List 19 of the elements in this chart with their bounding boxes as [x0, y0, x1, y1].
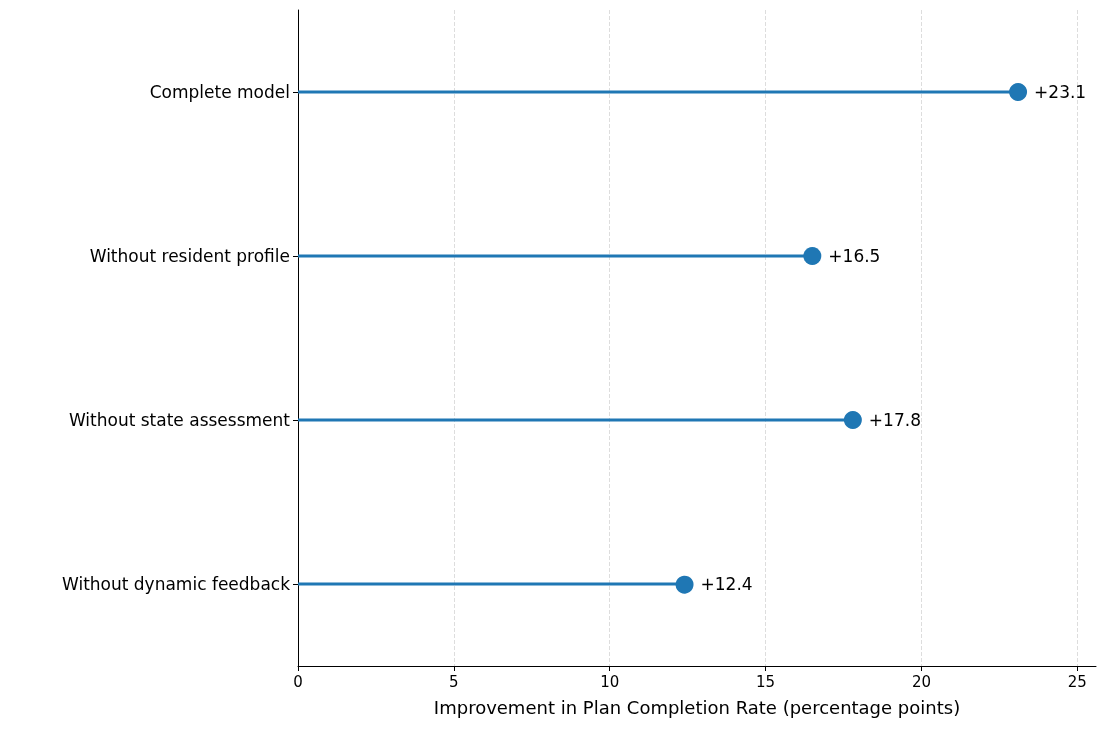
x-tick-label: 0 [293, 672, 303, 691]
x-tick-label: 25 [1067, 672, 1087, 691]
point [1009, 83, 1028, 101]
point [675, 576, 694, 594]
data-label: +17.8 [868, 410, 921, 430]
y-tick-label: Without resident profile [89, 246, 290, 266]
point [843, 411, 862, 429]
x-tick-label: 10 [600, 672, 620, 691]
data-label: +23.1 [1034, 82, 1087, 102]
x-tick-label: 20 [911, 672, 931, 691]
y-tick-label: Without dynamic feedback [61, 574, 291, 594]
y-tick-label: Complete model [149, 82, 290, 102]
y-tick-label: Without state assessment [68, 410, 291, 430]
data-label: +12.4 [700, 574, 753, 594]
data-label: +16.5 [828, 246, 881, 266]
x-axis-title: Improvement in Plan Completion Rate (percentage points) [433, 696, 961, 718]
point [803, 247, 822, 265]
x-tick-label: 15 [756, 672, 776, 691]
x-tick-label: 5 [449, 672, 459, 691]
